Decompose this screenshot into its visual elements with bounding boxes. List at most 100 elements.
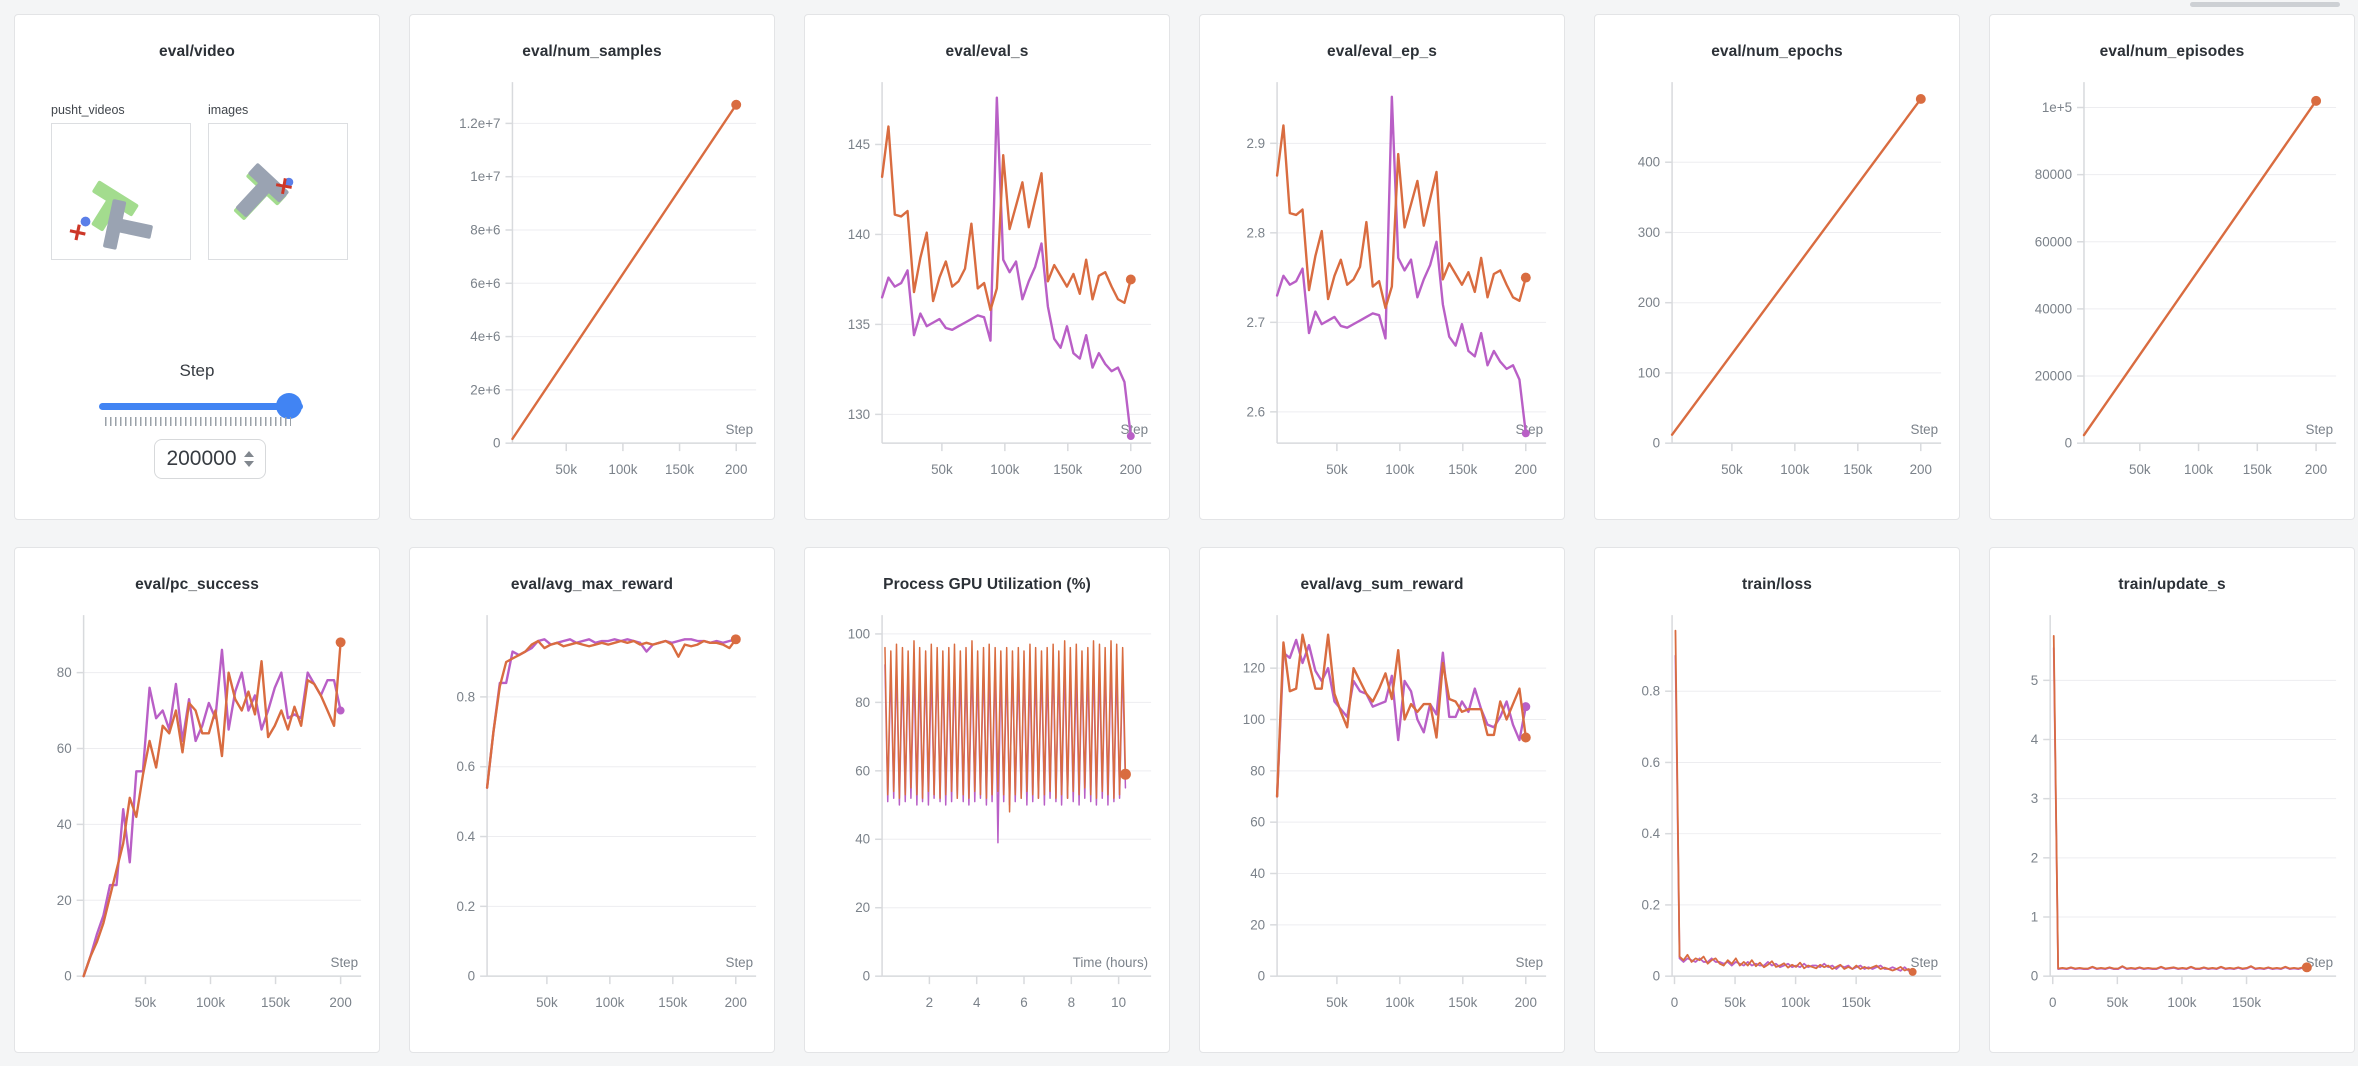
panel-eval-num-samples[interactable]: eval/num_samples 0 2e+6 4e+6 6e+6 8e+6 1e+7 1.… [409,14,775,520]
svg-text:0.4: 0.4 [457,829,476,844]
chart-title: train/loss [1742,576,1812,593]
svg-text:140: 140 [848,227,870,242]
svg-text:100k: 100k [1385,462,1414,477]
step-slider-label: Step [179,361,215,380]
step-slider-tick-ruler [105,417,291,426]
svg-text:0: 0 [64,969,71,984]
panel-train-loss[interactable]: train/loss 0 0.2 0.4 0.6 0.8 0 50k 100k 150k Step [1594,547,1960,1053]
svg-text:5: 5 [2031,673,2038,688]
svg-text:400: 400 [1638,155,1660,170]
svg-text:40: 40 [855,832,870,847]
step-decrement-button[interactable] [243,461,254,467]
panel-eval-pc-success[interactable]: eval/pc_success 0 20 40 60 80 50k 100k 150k 200 S… [14,547,380,1053]
panel-eval-eval-ep-s[interactable]: eval/eval_ep_s 2.6 2.7 2.8 2.9 50k 100k 150k 20… [1199,14,1565,520]
svg-text:200: 200 [329,995,351,1010]
chart-eval-num-episodes[interactable]: 0 20000 40000 60000 80000 1e+5 50k 100k 150k 200 S… [1990,63,2354,521]
panel-eval-avg-max-reward[interactable]: eval/avg_max_reward 0 0.2 0.4 0.6 0.8 50k 100k… [409,547,775,1053]
svg-text:100k: 100k [196,995,225,1010]
svg-text:20: 20 [1250,917,1265,932]
pusht-videos-thumbnail[interactable] [51,123,191,260]
svg-text:4: 4 [2031,732,2039,747]
chart-title: eval/num_samples [522,43,662,60]
chart-eval-avg-sum-reward[interactable]: 0 20 40 60 80 100 120 50k 100k 150k 200 Step [1200,596,1564,1054]
svg-text:0.2: 0.2 [457,899,476,914]
panel-eval-video[interactable]: eval/video pusht_videos [14,14,380,520]
svg-text:50k: 50k [1724,995,1746,1010]
svg-text:100k: 100k [2167,995,2196,1010]
chart-train-loss[interactable]: 0 0.2 0.4 0.6 0.8 0 50k 100k 150k Step [1595,596,1959,1054]
chart-train-update-s[interactable]: 0 1 2 3 4 5 0 50k 100k 150k Step [1990,596,2354,1054]
svg-text:150k: 150k [1053,462,1082,477]
svg-text:0: 0 [2065,436,2072,451]
svg-text:80: 80 [1250,763,1265,778]
svg-text:150k: 150k [665,462,694,477]
svg-text:150k: 150k [2243,462,2272,477]
svg-text:150k: 150k [1448,462,1477,477]
svg-text:20000: 20000 [2035,369,2072,384]
chart-title: eval/avg_sum_reward [1300,576,1464,593]
svg-text:80: 80 [855,695,870,710]
svg-text:200: 200 [1120,462,1142,477]
svg-text:0: 0 [1258,969,1265,984]
chart-eval-eval-s[interactable]: 130 135 140 145 50k 100k 150k 200 Step [805,63,1169,521]
svg-text:4: 4 [973,995,981,1010]
chart-eval-avg-max-reward[interactable]: 0 0.2 0.4 0.6 0.8 50k 100k 150k 200 Step [410,596,774,1054]
svg-text:2.9: 2.9 [1247,136,1266,151]
chart-eval-num-samples[interactable]: 0 2e+6 4e+6 6e+6 8e+6 1e+7 1.2e+7 50k 100k 150k 20… [410,63,774,521]
chart-title: eval/avg_max_reward [510,576,674,593]
step-increment-button[interactable] [243,451,254,457]
media-label: images [208,103,249,117]
svg-text:135: 135 [848,317,870,332]
svg-text:100: 100 [1243,712,1265,727]
svg-text:100k: 100k [1781,995,1810,1010]
svg-text:150k: 150k [261,995,290,1010]
svg-text:50k: 50k [1326,462,1348,477]
svg-text:0: 0 [2031,969,2038,984]
panel-eval-avg-sum-reward[interactable]: eval/avg_sum_reward 0 20 40 60 80 100 120 50k 10… [1199,547,1565,1053]
step-input[interactable]: 200000 [154,439,266,479]
svg-text:150k: 150k [1448,995,1477,1010]
horizontal-scrollbar[interactable] [2190,2,2340,7]
svg-text:200: 200 [725,462,747,477]
svg-text:Step: Step [2306,422,2334,437]
svg-text:1: 1 [2031,909,2038,924]
svg-text:2.6: 2.6 [1247,404,1266,419]
svg-text:0: 0 [1653,436,1660,451]
panel-eval-num-epochs[interactable]: eval/num_epochs 0 100 200 300 400 50k 100k 150k… [1594,14,1960,520]
step-slider-track[interactable] [99,393,303,419]
panel-eval-eval-s[interactable]: eval/eval_s 130 135 140 145 50k 100k 150k 200 St… [804,14,1170,520]
svg-text:40: 40 [1250,866,1265,881]
svg-text:0: 0 [468,969,475,984]
panel-process-gpu-utilization[interactable]: Process GPU Utilization (%) 0 20 40 60 80 100… [804,547,1170,1053]
pusht-scene-graphic [69,180,153,250]
chart-title: eval/eval_ep_s [1327,43,1437,60]
svg-text:0.4: 0.4 [1642,826,1661,841]
svg-text:200: 200 [725,995,747,1010]
svg-text:1e+5: 1e+5 [2042,100,2072,115]
svg-text:50k: 50k [931,462,953,477]
stepper [243,451,254,467]
svg-text:0: 0 [493,436,500,451]
svg-text:0.6: 0.6 [457,759,476,774]
svg-text:100k: 100k [1780,462,1809,477]
svg-text:80000: 80000 [2035,167,2072,182]
target-cross [275,178,292,195]
svg-text:100k: 100k [990,462,1019,477]
panel-train-update-s[interactable]: train/update_s 0 1 2 3 4 5 0 50k 100k 150k Step [1989,547,2355,1053]
svg-text:2e+6: 2e+6 [470,382,500,397]
svg-text:Step: Step [1516,955,1544,970]
chart-eval-pc-success[interactable]: 0 20 40 60 80 50k 100k 150k 200 Step [15,596,379,1054]
svg-text:Step: Step [1911,955,1939,970]
chart-process-gpu-utilization[interactable]: 0 20 40 60 80 100 2 4 6 8 10 Time (hours) [805,596,1169,1054]
images-scene-graphic [234,163,294,220]
svg-text:6: 6 [1020,995,1027,1010]
svg-text:200: 200 [1910,462,1932,477]
svg-text:150k: 150k [1843,462,1872,477]
panel-eval-num-episodes[interactable]: eval/num_episodes 0 20000 40000 60000 80000 1… [1989,14,2355,520]
step-slider-thumb[interactable] [276,393,302,419]
images-thumbnail[interactable] [208,123,348,260]
svg-text:50k: 50k [1721,462,1743,477]
svg-text:120: 120 [1243,661,1265,676]
chart-eval-num-epochs[interactable]: 0 100 200 300 400 50k 100k 150k 200 Step [1595,63,1959,521]
